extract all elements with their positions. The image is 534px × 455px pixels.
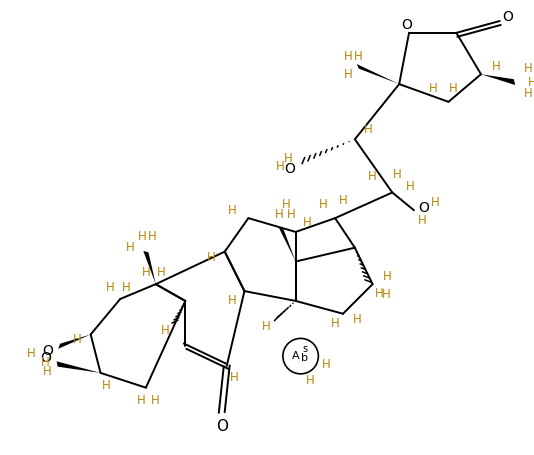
Text: H: H — [276, 160, 284, 173]
Polygon shape — [481, 74, 515, 85]
Text: O: O — [216, 419, 228, 434]
Text: H: H — [286, 207, 295, 221]
Text: H: H — [228, 204, 237, 217]
Text: H: H — [125, 241, 135, 254]
Text: H: H — [383, 270, 392, 283]
Text: H: H — [73, 333, 81, 346]
Text: H: H — [331, 317, 340, 330]
Polygon shape — [57, 361, 100, 373]
Text: H: H — [418, 213, 426, 227]
Text: O: O — [42, 344, 53, 358]
Text: H: H — [228, 294, 237, 308]
Text: O: O — [284, 162, 295, 176]
Text: H: H — [27, 347, 36, 359]
Text: H: H — [406, 180, 414, 193]
Text: H: H — [491, 60, 500, 73]
Text: H: H — [429, 81, 438, 95]
Text: H: H — [161, 324, 170, 337]
Text: H: H — [354, 50, 362, 63]
Text: H: H — [281, 198, 290, 211]
Text: H: H — [207, 251, 215, 264]
Text: s: s — [302, 344, 307, 354]
Text: H: H — [339, 194, 348, 207]
Text: H: H — [306, 374, 315, 387]
Text: H: H — [41, 355, 50, 369]
Text: H: H — [343, 68, 352, 81]
Text: H: H — [343, 50, 352, 63]
Text: H: H — [142, 266, 150, 279]
Text: H: H — [322, 358, 331, 370]
Text: b: b — [301, 353, 308, 363]
Text: H: H — [393, 168, 402, 181]
Text: H: H — [449, 81, 458, 95]
Text: O: O — [402, 18, 412, 32]
Text: H: H — [274, 207, 284, 221]
Text: H: H — [368, 170, 377, 183]
Text: H: H — [122, 281, 130, 293]
Text: A: A — [292, 351, 300, 361]
Text: H: H — [102, 379, 111, 392]
Text: H: H — [364, 123, 373, 136]
Text: H: H — [382, 288, 391, 301]
Polygon shape — [278, 227, 296, 262]
Text: H: H — [158, 266, 166, 279]
Text: H: H — [262, 320, 271, 333]
Text: H: H — [528, 76, 534, 89]
Text: H: H — [319, 198, 328, 211]
Text: O: O — [419, 201, 429, 215]
Text: H: H — [43, 365, 52, 379]
Text: H: H — [230, 371, 239, 384]
Text: H: H — [151, 394, 160, 407]
Text: H: H — [137, 394, 145, 407]
Text: H: H — [303, 216, 312, 228]
Text: H: H — [147, 230, 156, 243]
Text: H: H — [524, 87, 533, 101]
Text: H: H — [431, 196, 440, 209]
Text: H: H — [284, 152, 292, 165]
Polygon shape — [58, 334, 91, 349]
Text: H: H — [352, 313, 361, 326]
Text: O: O — [502, 10, 513, 24]
Text: H: H — [524, 62, 533, 75]
Text: H: H — [375, 287, 384, 299]
Text: H: H — [106, 281, 115, 293]
Text: O: O — [40, 351, 51, 365]
Polygon shape — [143, 251, 156, 284]
Text: H: H — [138, 230, 146, 243]
Polygon shape — [357, 64, 399, 84]
